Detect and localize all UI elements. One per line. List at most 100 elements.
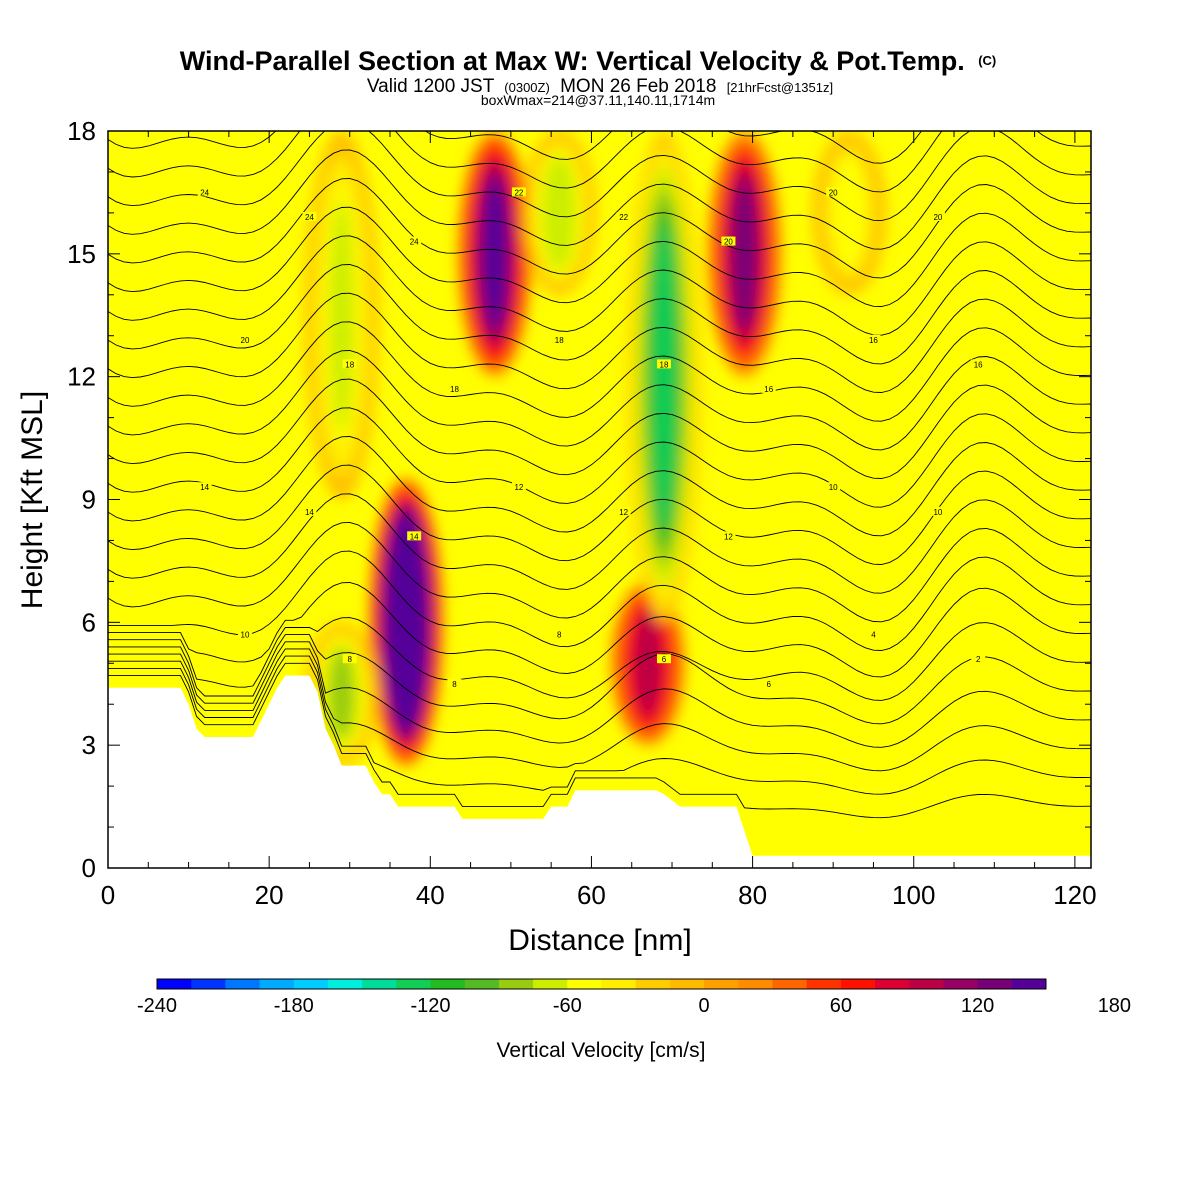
svg-text:18: 18: [450, 385, 459, 394]
velocity-feature: [329, 649, 354, 739]
svg-text:20: 20: [933, 213, 942, 222]
contour-label: 4: [866, 629, 881, 640]
isentrope-line: [108, 350, 1091, 451]
isentrope-line: [108, 131, 1091, 193]
contour-label: 2: [971, 654, 986, 664]
svg-text:8: 8: [452, 680, 457, 689]
title-suffix: (C): [978, 53, 996, 68]
svg-text:4: 4: [871, 631, 876, 640]
velocity-feature: [837, 161, 862, 265]
colorbar-segment: [840, 979, 876, 989]
svg-text:18: 18: [660, 360, 669, 369]
svg-text:6: 6: [662, 655, 667, 664]
svg-text:6: 6: [766, 680, 771, 689]
contour-label: 8: [447, 678, 462, 689]
svg-text:Valid 1200 JST (0300Z): Valid 1200 JST (0300Z) MON 26 Feb 2018 […: [367, 76, 833, 97]
isentrope-line: [108, 550, 1091, 651]
contour-label: 22: [616, 211, 631, 222]
forecast-info: [21hrFcst@1351z]: [727, 80, 833, 95]
colorbar-segment: [669, 979, 705, 989]
contour-label: 18: [342, 359, 357, 369]
isentrope-line: [108, 407, 1091, 508]
colorbar-segment: [977, 979, 1013, 989]
colorbar-segment: [806, 979, 842, 989]
contour-label: 8: [342, 654, 357, 664]
isentrope-line: [108, 149, 1091, 250]
svg-text:24: 24: [410, 238, 419, 247]
velocity-feature: [394, 532, 419, 712]
svg-text:14: 14: [305, 508, 314, 517]
colorbar-segment: [396, 979, 432, 989]
svg-text:14: 14: [410, 532, 419, 541]
y-axis-title: Height [Kft MSL]: [16, 391, 49, 609]
contour-label: 18: [447, 383, 462, 394]
svg-text:12: 12: [619, 508, 628, 517]
svg-text:16: 16: [974, 360, 983, 369]
isentrope-line: [108, 634, 1091, 725]
contour-label: 8: [552, 629, 567, 640]
isentrope-line: [108, 131, 1091, 222]
velocity-feature: [482, 177, 507, 331]
isentrope-line: [108, 464, 1091, 565]
x-tick-label: 0: [101, 880, 115, 910]
colorbar-segment: [362, 979, 397, 989]
colorbar-tick-label: -180: [274, 995, 314, 1017]
box-wmax-line: boxWmax=214@37.11,140.11,1714m: [481, 92, 715, 108]
velocity-feature: [547, 161, 572, 265]
isentrope-line: [108, 206, 1091, 307]
colorbar-tick-label: 60: [830, 995, 852, 1017]
contour-label: 14: [407, 531, 422, 541]
contour-labels: 2424242222202020201818181816161614141412…: [197, 187, 986, 689]
isentrope-line: [108, 321, 1091, 422]
colorbar-segment: [191, 979, 226, 989]
svg-text:20: 20: [829, 188, 838, 197]
contour-label: 6: [761, 678, 776, 689]
x-tick-label: 100: [892, 880, 935, 910]
valid-date: MON 26 Feb 2018: [560, 76, 716, 97]
colorbar-segment: [498, 979, 534, 989]
chart-title: Wind-Parallel Section at Max W: Vertical…: [180, 46, 997, 108]
svg-text:16: 16: [869, 336, 878, 345]
velocity-feature: [732, 177, 757, 331]
svg-text:24: 24: [305, 213, 314, 222]
y-tick-label: 15: [67, 239, 96, 269]
svg-text:Wind-Parallel Section at Max W: Wind-Parallel Section at Max W: Vertical…: [180, 46, 997, 76]
colorbar-segment: [259, 979, 295, 989]
svg-text:24: 24: [200, 188, 209, 197]
colorbar-segment: [567, 979, 602, 989]
isentrope-line: [108, 235, 1091, 336]
x-axis-title: Distance [nm]: [508, 924, 691, 957]
isentrope-line: [108, 493, 1091, 594]
y-tick-label: 9: [82, 485, 96, 515]
velocity-feature: [651, 223, 676, 531]
valid-prefix: Valid 1200 JST: [367, 76, 495, 97]
colorbar-tick-label: 120: [961, 995, 994, 1017]
isentrope-line: [108, 648, 1091, 772]
contour-label: 10: [826, 482, 841, 492]
colorbar-segment: [157, 979, 192, 989]
colorbar-segment: [772, 979, 808, 989]
colorbar-segment: [601, 979, 637, 989]
colorbar-segment: [225, 979, 261, 989]
svg-text:20: 20: [724, 238, 733, 247]
svg-text:20: 20: [241, 336, 250, 345]
contour-label: 10: [930, 506, 945, 517]
colorbar-segment: [909, 979, 944, 989]
svg-text:10: 10: [933, 508, 942, 517]
contour-label: 16: [971, 359, 986, 369]
isentrope-line: [108, 131, 923, 164]
plot-area: 2424242222202020201818181816161614141412…: [67, 116, 1097, 910]
colorbar-tick-label: 0: [699, 995, 710, 1017]
isentrope-line: [108, 178, 1091, 279]
svg-text:8: 8: [347, 655, 352, 664]
colorbar-segment: [327, 979, 363, 989]
contour-label: 18: [656, 359, 671, 369]
contour-label: 12: [721, 531, 736, 541]
isentrope-line: [108, 521, 1091, 623]
svg-text:18: 18: [345, 360, 354, 369]
contour-label: 20: [826, 187, 841, 197]
colorbar: -240 -180 -120 -60 0 60 120 180: [137, 978, 1131, 1017]
isentrope-line: [108, 662, 1091, 819]
colorbar-title: Vertical Velocity [cm/s]: [497, 1039, 706, 1062]
